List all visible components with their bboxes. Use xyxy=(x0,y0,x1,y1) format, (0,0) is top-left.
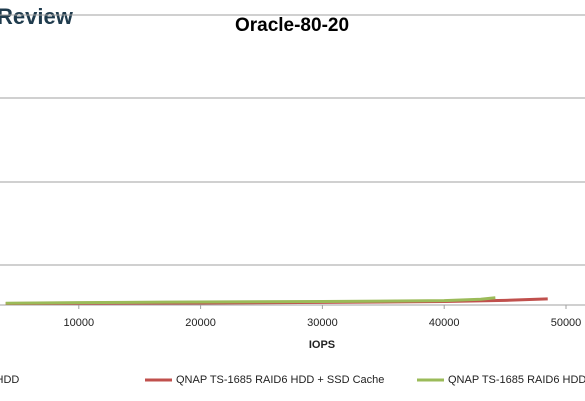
x-tick-label: 10000 xyxy=(64,317,95,329)
legend-label: QNAP TS-1685 RAID6 HDD xyxy=(0,374,19,386)
x-tick-label: 20000 xyxy=(185,317,216,329)
x-tick-label: 30000 xyxy=(307,317,338,329)
x-tick-label: 50000 xyxy=(551,317,582,329)
legend-label: QNAP TS-1685 RAID6 HDD xyxy=(448,374,585,386)
x-axis-label: IOPS xyxy=(309,339,335,351)
logo: Review xyxy=(0,4,74,29)
legend-label: QNAP TS-1685 RAID6 HDD + SSD Cache xyxy=(176,374,384,386)
x-tick-label: 40000 xyxy=(429,317,460,329)
series-line xyxy=(5,296,496,305)
chart-title: Oracle-80-20 xyxy=(235,15,349,36)
